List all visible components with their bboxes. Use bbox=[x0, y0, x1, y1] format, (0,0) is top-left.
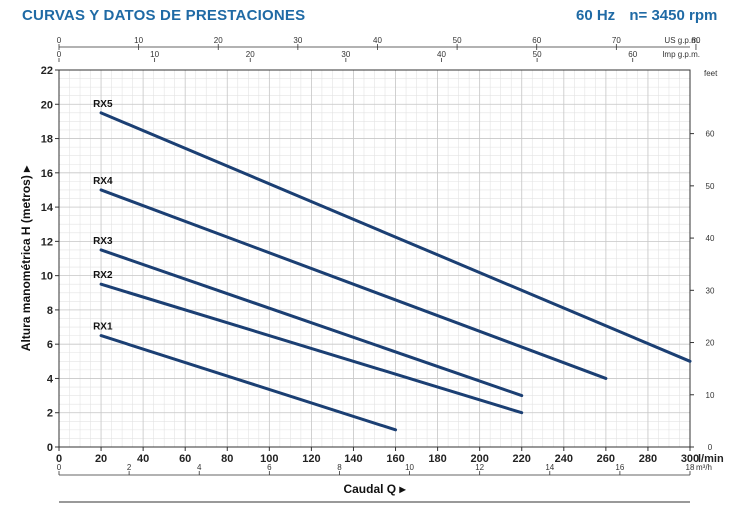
y-tick-label: 2 bbox=[47, 408, 53, 420]
page-title: CURVAS Y DATOS DE PRESTACIONES bbox=[22, 7, 306, 24]
usgpm-tick-label: 10 bbox=[134, 36, 143, 45]
y-tick-label: 10 bbox=[41, 271, 53, 283]
x-tick-label: 300 bbox=[681, 453, 699, 465]
x-tick-label: 240 bbox=[555, 453, 573, 465]
impgpm-tick-label: 0 bbox=[57, 50, 62, 59]
series-label-rx3: RX3 bbox=[93, 236, 113, 247]
y-tick-label: 22 bbox=[41, 65, 53, 77]
m3h-tick-label: 10 bbox=[405, 463, 414, 472]
m3h-tick-label: 0 bbox=[57, 463, 62, 472]
feet-unit-label: feet bbox=[704, 69, 718, 78]
minor-grid bbox=[58, 69, 691, 448]
x-tick-label: 200 bbox=[470, 453, 488, 465]
x-tick-label: 120 bbox=[302, 453, 320, 465]
impgpm-tick-label: 40 bbox=[437, 50, 446, 59]
labels: 0 20 40 60 80 100 120 140 160 180 200 220 240 260 280 3… bbox=[19, 36, 724, 496]
y-tick-label: 14 bbox=[41, 202, 54, 214]
m3h-tick-label: 4 bbox=[197, 463, 202, 472]
usgpm-tick-label: 70 bbox=[612, 36, 621, 45]
series-label-rx1: RX1 bbox=[93, 322, 113, 333]
y-axis-title: Altura manométrica H (metros) ▸ bbox=[19, 165, 33, 351]
x-tick-label: 0 bbox=[56, 453, 62, 465]
feet-tick-label: 30 bbox=[706, 286, 715, 295]
y-tick-label: 18 bbox=[41, 134, 53, 146]
usgpm-tick-label: 40 bbox=[373, 36, 382, 45]
x-tick-label: 220 bbox=[513, 453, 531, 465]
curve-rx2 bbox=[99, 282, 524, 415]
m3h-tick-label: 12 bbox=[475, 463, 484, 472]
impgpm-tick-label: 20 bbox=[246, 50, 255, 59]
m3h-tick-label: 14 bbox=[545, 463, 554, 472]
plot-frame bbox=[58, 69, 691, 448]
frequency-label: 60 Hz bbox=[576, 7, 616, 24]
y-tick-label: 4 bbox=[47, 373, 54, 385]
feet-tick-label: 50 bbox=[706, 182, 715, 191]
feet-tick-label: 10 bbox=[706, 391, 715, 400]
impgpm-tick-label: 30 bbox=[341, 50, 350, 59]
x-tick-label: 100 bbox=[260, 453, 278, 465]
m3h-tick-label: 8 bbox=[337, 463, 342, 472]
series-label-rx2: RX2 bbox=[93, 270, 113, 281]
m3h-unit-label: m³/h bbox=[696, 463, 712, 472]
curve-rx5 bbox=[99, 111, 692, 363]
impgpm-unit-label: Imp g.p.m. bbox=[662, 50, 700, 59]
impgpm-tick-label: 10 bbox=[150, 50, 159, 59]
usgpm-tick-label: 20 bbox=[214, 36, 223, 45]
series-layer bbox=[99, 111, 692, 432]
m3h-tick-label: 16 bbox=[615, 463, 624, 472]
y-tick-label: 12 bbox=[41, 236, 53, 248]
x-axis-title: Caudal Q ▸ bbox=[343, 482, 406, 496]
x-tick-label: 140 bbox=[344, 453, 362, 465]
usgpm-tick-label: 30 bbox=[293, 36, 302, 45]
x-tick-label: 40 bbox=[137, 453, 149, 465]
usgpm-tick-label: 80 bbox=[692, 36, 701, 45]
usgpm-unit-label: US g.p.m. bbox=[664, 36, 700, 45]
feet-tick-label: 60 bbox=[706, 130, 715, 139]
x-tick-label: 60 bbox=[179, 453, 191, 465]
spec-header: 60 Hz n= 3450 rpm bbox=[576, 7, 727, 24]
usgpm-tick-label: 60 bbox=[532, 36, 541, 45]
impgpm-tick-label: 50 bbox=[533, 50, 542, 59]
feet-tick-label: 0 bbox=[708, 443, 713, 452]
x-tick-label: 280 bbox=[639, 453, 657, 465]
x-tick-label: 20 bbox=[95, 453, 107, 465]
series-label-rx5: RX5 bbox=[93, 99, 113, 110]
m3h-tick-label: 2 bbox=[127, 463, 132, 472]
x-tick-label: 80 bbox=[221, 453, 233, 465]
usgpm-tick-label: 0 bbox=[57, 36, 62, 45]
usgpm-tick-label: 50 bbox=[453, 36, 462, 45]
impgpm-tick-label: 60 bbox=[628, 50, 637, 59]
x-tick-label: 180 bbox=[428, 453, 446, 465]
y-tick-label: 8 bbox=[47, 305, 53, 317]
y-tick-label: 0 bbox=[47, 442, 53, 454]
speed-label: n= 3450 rpm bbox=[629, 7, 718, 24]
x-tick-label: 160 bbox=[386, 453, 404, 465]
x-tick-label: 260 bbox=[597, 453, 615, 465]
m3h-tick-label: 6 bbox=[267, 463, 272, 472]
y-tick-label: 16 bbox=[41, 168, 53, 180]
feet-tick-label: 40 bbox=[706, 234, 715, 243]
feet-tick-label: 20 bbox=[706, 339, 715, 348]
curve-rx3 bbox=[99, 248, 524, 398]
y-tick-label: 6 bbox=[47, 339, 53, 351]
series-label-rx4: RX4 bbox=[93, 176, 113, 187]
curve-rx1 bbox=[99, 334, 398, 432]
m3h-tick-label: 18 bbox=[686, 463, 695, 472]
curve-rx4 bbox=[99, 188, 608, 380]
x-unit-label: l/min bbox=[698, 453, 724, 465]
axes bbox=[55, 44, 697, 503]
y-tick-label: 20 bbox=[41, 99, 53, 111]
